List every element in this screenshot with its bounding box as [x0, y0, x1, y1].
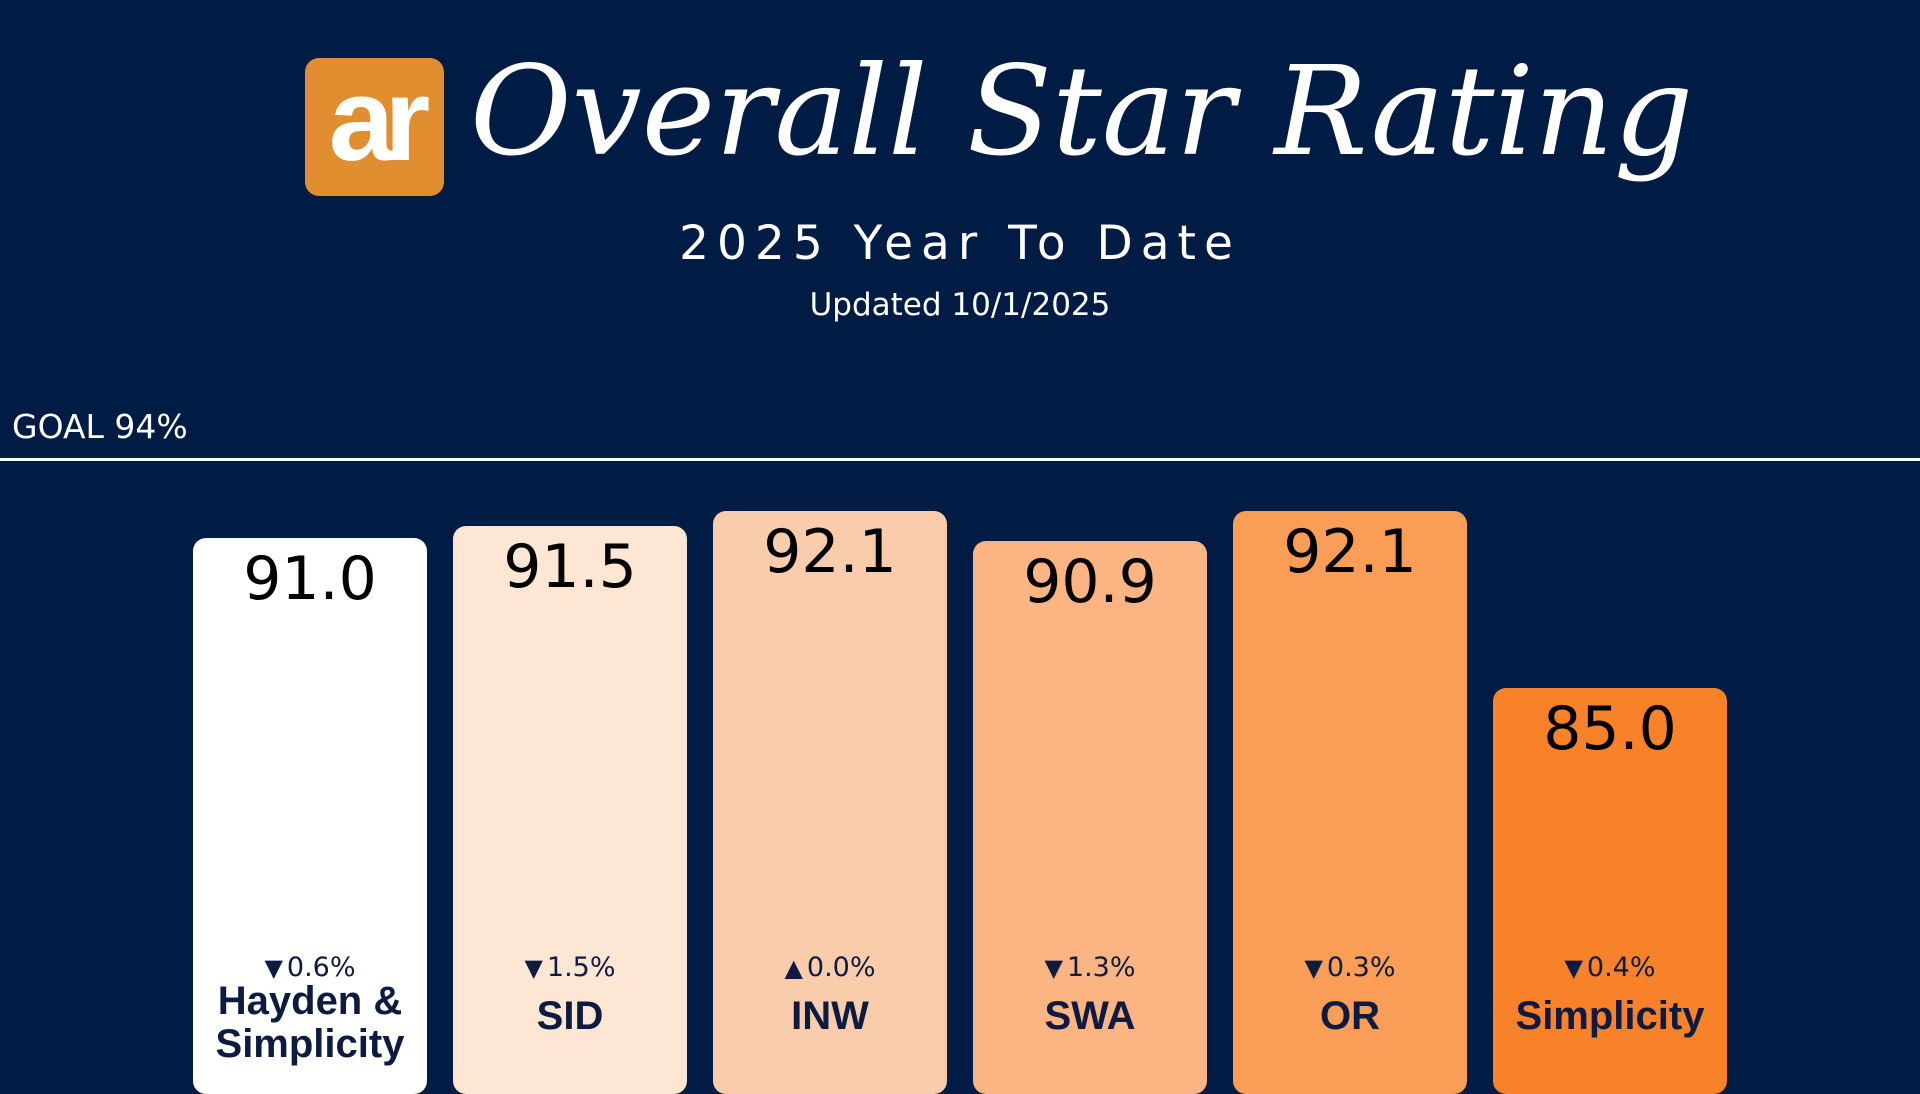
bar-category-label: Hayden & Simplicity: [193, 980, 427, 1066]
bar-value-label: 85.0: [1493, 694, 1727, 764]
bar-value-label: 91.5: [453, 532, 687, 602]
up-triangle-icon: ▲: [784, 954, 802, 982]
logo-text: ar: [329, 61, 421, 179]
bar-change-value: 1.3%: [1067, 952, 1136, 983]
bar-change: ▼1.5%: [453, 952, 687, 983]
bar-category-label: INW: [713, 995, 947, 1038]
bar-value-label: 92.1: [1233, 517, 1467, 587]
bar-change-value: 0.4%: [1587, 952, 1656, 983]
bar-change: ▼1.3%: [973, 952, 1207, 983]
bar-category-label: SWA: [973, 995, 1207, 1038]
bar-change: ▼0.3%: [1233, 952, 1467, 983]
down-triangle-icon: ▼: [1044, 954, 1062, 982]
bar-change: ▼0.4%: [1493, 952, 1727, 983]
down-triangle-icon: ▼: [1564, 954, 1582, 982]
down-triangle-icon: ▼: [1304, 954, 1322, 982]
bar-change: ▲0.0%: [713, 952, 947, 983]
page-subtitle: 2025 Year To Date: [0, 216, 1920, 271]
down-triangle-icon: ▼: [524, 954, 542, 982]
goal-line: [0, 458, 1920, 461]
logo: ar: [305, 58, 444, 196]
bar-value-label: 91.0: [193, 544, 427, 614]
bar-change-value: 0.3%: [1327, 952, 1396, 983]
bar-category-label: SID: [453, 995, 687, 1038]
bar-change-value: 0.0%: [807, 952, 876, 983]
bar-change-value: 1.5%: [547, 952, 616, 983]
page-title: Overall Star Rating: [470, 38, 1693, 187]
down-triangle-icon: ▼: [264, 954, 282, 982]
bar-value-label: 92.1: [713, 517, 947, 587]
goal-label: GOAL 94%: [12, 407, 188, 446]
bar-category-label: Simplicity: [1493, 995, 1727, 1038]
bar-category-label: OR: [1233, 995, 1467, 1038]
updated-date: Updated 10/1/2025: [0, 287, 1920, 323]
bar-value-label: 90.9: [973, 547, 1207, 617]
